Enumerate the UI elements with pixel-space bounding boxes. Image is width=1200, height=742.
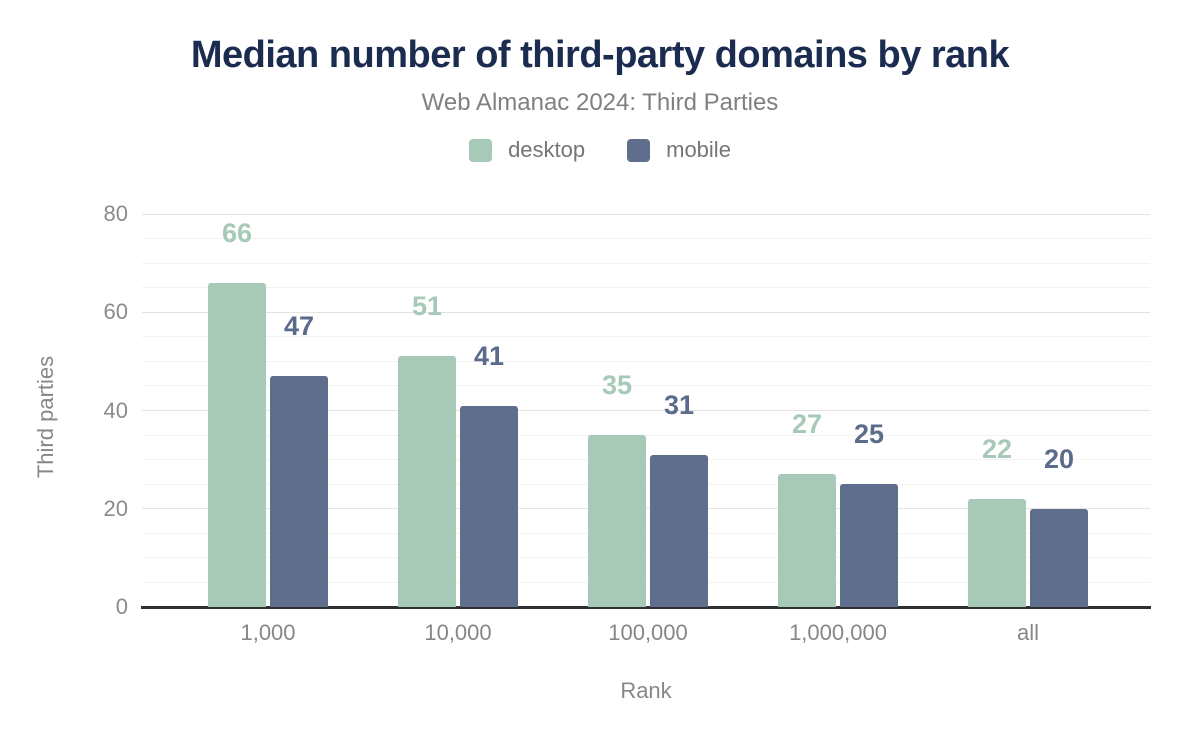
bar-value-desktop-10-000: 51 — [411, 291, 443, 322]
chart-title: Median number of third-party domains by … — [190, 34, 1010, 76]
x-axis-title: Rank — [620, 678, 672, 703]
bar-value-mobile-100-000: 31 — [663, 389, 695, 420]
bar-value-desktop-1-000-000: 27 — [791, 409, 823, 440]
bar-mobile-all[interactable] — [1030, 508, 1088, 607]
legend-label-mobile: mobile — [666, 137, 731, 162]
minor-gridline — [142, 557, 1150, 558]
minor-gridline — [142, 385, 1150, 386]
y-tick-label-60: 60 — [103, 299, 128, 325]
x-tick-label-10-000: 10,000 — [424, 620, 492, 645]
chart-header: Median number of third-party domains by … — [0, 0, 1200, 163]
minor-gridline — [142, 238, 1150, 239]
y-tick-label-20: 20 — [103, 495, 128, 521]
bar-desktop-all[interactable] — [968, 498, 1026, 607]
x-tick-label-100-000: 100,000 — [608, 620, 688, 645]
minor-gridline — [142, 484, 1150, 485]
minor-gridline — [142, 361, 1150, 362]
major-gridline-40 — [142, 410, 1150, 411]
bar-desktop-100-000[interactable] — [588, 435, 646, 607]
chart-subtitle: Web Almanac 2024: Third Parties — [421, 89, 779, 116]
bar-value-desktop-all: 22 — [981, 433, 1013, 464]
y-tick-label-0: 0 — [115, 594, 128, 619]
bar-mobile-1-000[interactable] — [270, 376, 328, 607]
bar-value-mobile-1-000-000: 25 — [853, 419, 885, 450]
legend-swatch-desktop — [469, 138, 493, 162]
bar-value-mobile-all: 20 — [1043, 443, 1075, 474]
bar-mobile-100-000[interactable] — [650, 454, 708, 607]
bar-value-desktop-1-000: 66 — [221, 217, 253, 248]
y-tick-label-40: 40 — [103, 397, 128, 423]
minor-gridline — [142, 582, 1150, 583]
minor-gridline — [142, 336, 1150, 337]
bar-desktop-1-000-000[interactable] — [778, 474, 836, 607]
major-gridline-60 — [142, 312, 1150, 313]
bar-value-mobile-10-000: 41 — [473, 340, 505, 371]
legend-label-desktop: desktop — [508, 137, 586, 162]
y-tick-label-80: 80 — [103, 201, 128, 226]
bar-value-desktop-100-000: 35 — [601, 370, 633, 401]
bar-mobile-1-000-000[interactable] — [840, 484, 898, 607]
major-gridline-80 — [142, 214, 1150, 215]
legend-swatch-mobile — [627, 138, 651, 162]
bar-desktop-10-000[interactable] — [398, 356, 456, 607]
minor-gridline — [142, 263, 1150, 264]
legend-item-mobile: mobile — [627, 137, 731, 163]
major-gridline-20 — [142, 508, 1150, 509]
x-tick-label-1-000-000: 1,000,000 — [789, 620, 887, 645]
minor-gridline — [142, 459, 1150, 460]
minor-gridline — [142, 533, 1150, 534]
minor-gridline — [142, 287, 1150, 288]
minor-gridline — [142, 435, 1150, 436]
x-axis-line — [141, 606, 1151, 609]
x-tick-label-1-000: 1,000 — [240, 620, 296, 645]
bar-mobile-10-000[interactable] — [460, 405, 518, 607]
legend: desktop mobile — [0, 137, 1200, 163]
bar-desktop-1-000[interactable] — [208, 282, 266, 607]
x-tick-label-all: all — [1016, 620, 1039, 645]
legend-item-desktop: desktop — [469, 137, 585, 163]
bar-value-mobile-1-000: 47 — [283, 311, 315, 342]
